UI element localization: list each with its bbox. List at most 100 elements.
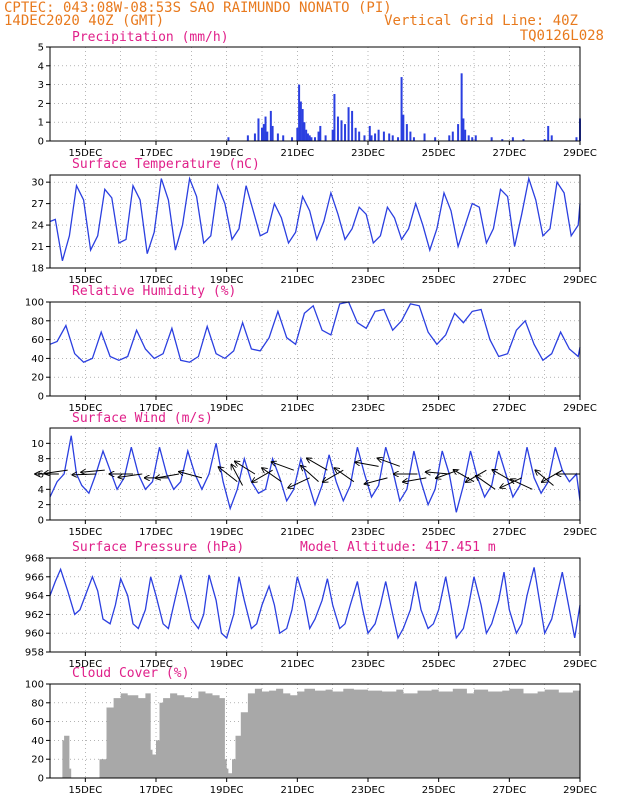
precip-bar bbox=[333, 94, 336, 141]
x-date-label: 29DEC bbox=[563, 659, 597, 670]
x-date-label: 21DEC bbox=[280, 148, 314, 159]
y-tick-label: 3 bbox=[38, 80, 44, 91]
wind-vector-arrow bbox=[81, 470, 105, 472]
precip-bar bbox=[405, 124, 408, 141]
precip-bar bbox=[271, 125, 274, 141]
precip-bar bbox=[464, 129, 467, 141]
panel-title: Cloud Cover (%) bbox=[72, 666, 189, 681]
precip-bar bbox=[261, 127, 263, 141]
wind-vector-arrow bbox=[155, 473, 180, 478]
x-date-label: 25DEC bbox=[422, 785, 456, 796]
header-grid-line: Vertical Grid Line: 40Z bbox=[384, 13, 578, 29]
x-date-label: 23DEC bbox=[351, 148, 385, 159]
header-line1: CPTEC: 043:08W-08:53S SAO RAIMUNDO NONAT… bbox=[4, 0, 392, 16]
x-date-label: 15DEC bbox=[68, 275, 102, 286]
y-tick-label: 0 bbox=[38, 137, 44, 148]
wind-vector-arrow bbox=[425, 472, 450, 474]
panel-title: Surface Temperature (nC) bbox=[72, 157, 260, 172]
wind-vector-arrow bbox=[252, 469, 273, 482]
wind-vector-arrow bbox=[355, 462, 379, 467]
wind-vector-arrow bbox=[403, 477, 427, 482]
y-tick-label: 40 bbox=[31, 736, 44, 747]
wind-vector-arrow bbox=[492, 470, 514, 483]
y-tick-label: 4 bbox=[38, 485, 44, 496]
precip-bar bbox=[409, 131, 412, 141]
x-date-label: 27DEC bbox=[492, 403, 526, 414]
x-date-label: 15DEC bbox=[68, 785, 102, 796]
y-tick-label: 20 bbox=[31, 755, 44, 766]
panel-title: Relative Humidity (%) bbox=[72, 284, 236, 299]
precip-bar bbox=[370, 135, 373, 141]
wind-vector-arrow bbox=[301, 466, 319, 483]
y-tick-label: 24 bbox=[31, 221, 44, 232]
y-tick-label: 10 bbox=[31, 439, 44, 450]
wind-vector-arrow bbox=[476, 476, 496, 490]
precip-bar bbox=[303, 122, 306, 141]
x-date-label: 29DEC bbox=[563, 275, 597, 286]
precip-bar bbox=[374, 133, 377, 141]
precip-bar bbox=[299, 101, 302, 141]
precip-bar bbox=[354, 127, 357, 141]
precip-bar bbox=[227, 137, 230, 141]
x-date-label: 25DEC bbox=[422, 275, 456, 286]
precip-bar bbox=[457, 124, 460, 141]
x-date-label: 21DEC bbox=[280, 659, 314, 670]
y-tick-label: 100 bbox=[25, 298, 44, 309]
precip-bar bbox=[388, 133, 391, 141]
x-date-label: 19DEC bbox=[210, 275, 244, 286]
wind-vector-arrow bbox=[231, 464, 244, 486]
x-date-label: 25DEC bbox=[422, 659, 456, 670]
panel-6: 0 20 40 60 80 100 15DEC 17DEC 19DEC 21DEC 23DEC 25D… bbox=[25, 666, 597, 796]
x-date-label: 17DEC bbox=[139, 275, 173, 286]
x-date-label: 23DEC bbox=[351, 527, 385, 538]
x-date-label: 29DEC bbox=[563, 785, 597, 796]
precip-bar bbox=[434, 137, 437, 141]
precip-bar bbox=[397, 137, 400, 141]
precip-bar bbox=[305, 129, 308, 141]
x-date-label: 19DEC bbox=[210, 785, 244, 796]
x-date-label: 29DEC bbox=[563, 148, 597, 159]
wind-vector-arrow bbox=[218, 467, 238, 483]
precip-bar bbox=[368, 125, 371, 141]
x-date-label: 29DEC bbox=[563, 527, 597, 538]
precip-bar bbox=[319, 125, 322, 141]
precip-bar bbox=[331, 129, 334, 141]
wind-vector-arrow bbox=[118, 473, 142, 477]
precip-bar bbox=[402, 114, 405, 141]
panel-1: 0 1 2 3 4 5 15DEC 17DEC 19DEC 21DEC 23DEC 25DEC 27DE… bbox=[38, 30, 597, 159]
precip-bar bbox=[336, 116, 339, 141]
precip-bar bbox=[471, 137, 474, 141]
x-date-label: 27DEC bbox=[492, 527, 526, 538]
panel-frame bbox=[49, 174, 581, 269]
series-line bbox=[49, 567, 581, 640]
y-tick-label: 4 bbox=[38, 61, 44, 72]
y-tick-label: 960 bbox=[25, 629, 44, 640]
y-tick-label: 18 bbox=[31, 264, 44, 275]
precip-bar bbox=[575, 137, 578, 141]
y-tick-label: 0 bbox=[38, 392, 44, 403]
precip-bar bbox=[363, 135, 366, 141]
precip-bar bbox=[460, 73, 463, 141]
panel-3: 0 20 40 60 80 100 15DEC 17DEC 19DEC 21DEC 23DEC 25D… bbox=[25, 284, 597, 414]
wind-vector-arrow bbox=[377, 458, 400, 467]
y-tick-label: 958 bbox=[25, 648, 44, 659]
precip-bar bbox=[301, 109, 304, 141]
wind-vector-arrow bbox=[235, 461, 256, 475]
y-tick-label: 1 bbox=[38, 118, 44, 129]
precip-bar bbox=[246, 135, 249, 141]
wind-vector-arrow bbox=[364, 477, 388, 484]
y-tick-label: 27 bbox=[31, 199, 44, 210]
wind-vector-arrow bbox=[307, 458, 328, 471]
precip-bar bbox=[490, 137, 493, 141]
x-date-label: 17DEC bbox=[139, 785, 173, 796]
panel-title: Surface Pressure (hPa) bbox=[72, 540, 244, 555]
precip-bar bbox=[253, 133, 256, 141]
wind-vector-arrow bbox=[453, 470, 475, 483]
precip-bar bbox=[296, 127, 299, 141]
precip-bar bbox=[351, 110, 354, 141]
x-date-label: 29DEC bbox=[563, 403, 597, 414]
wind-vector-arrow bbox=[262, 468, 282, 483]
precip-bar bbox=[423, 133, 426, 141]
x-date-label: 27DEC bbox=[492, 275, 526, 286]
x-date-label: 21DEC bbox=[280, 403, 314, 414]
